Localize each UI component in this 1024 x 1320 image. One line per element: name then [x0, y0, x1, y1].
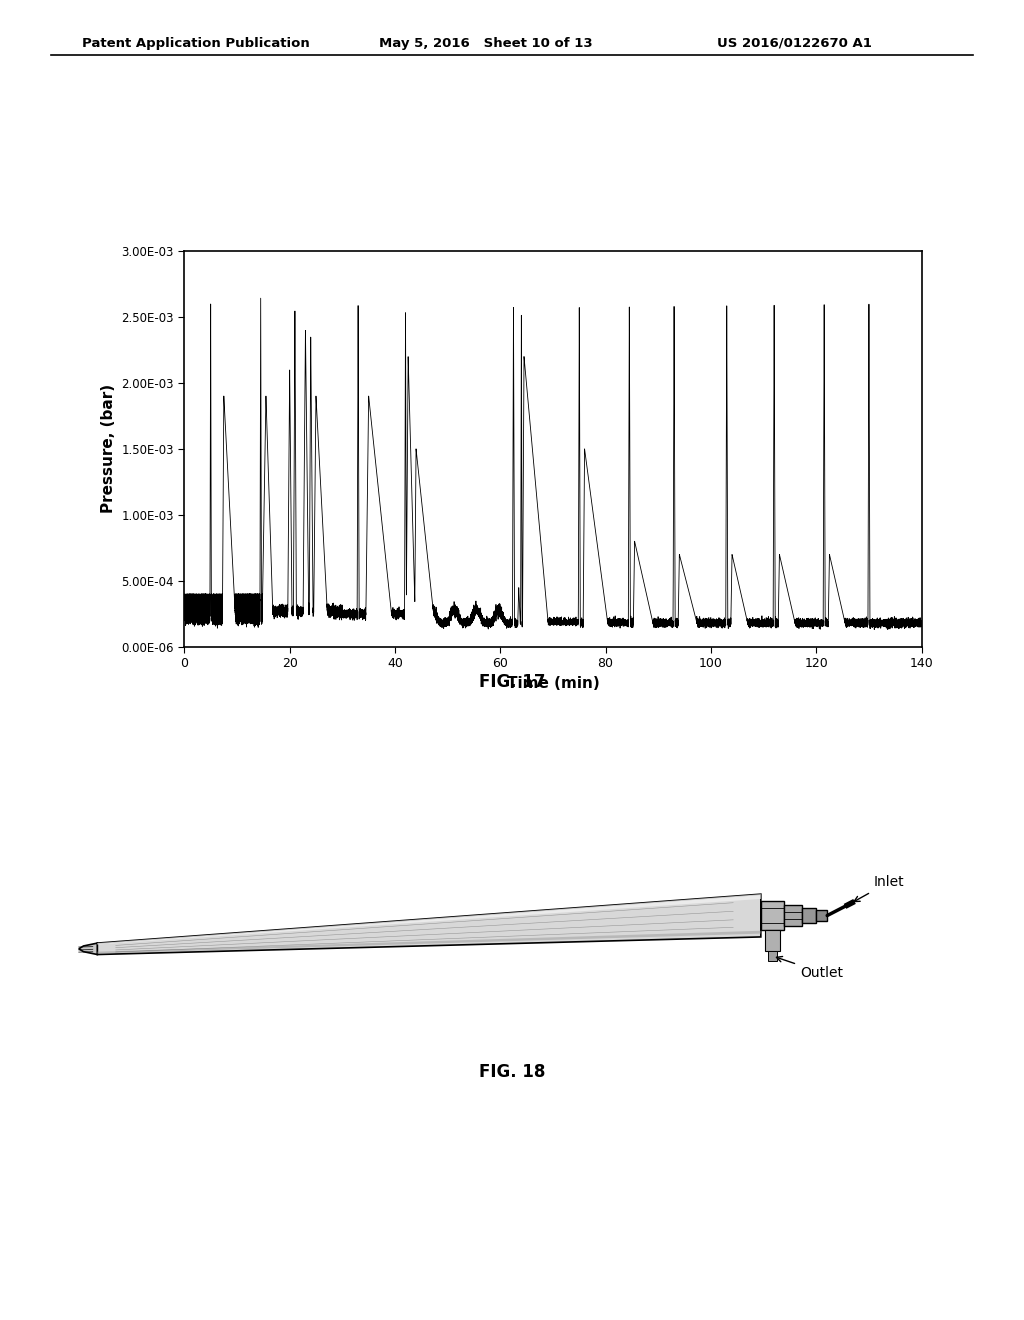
Text: Patent Application Publication: Patent Application Publication	[82, 37, 309, 50]
Bar	[803, 908, 816, 923]
Polygon shape	[97, 894, 761, 954]
Bar	[768, 952, 777, 961]
Polygon shape	[97, 931, 761, 953]
Text: Inlet: Inlet	[854, 875, 904, 902]
Text: FIG. 18: FIG. 18	[479, 1063, 545, 1081]
X-axis label: Time (min): Time (min)	[507, 676, 599, 690]
Text: FIG. 17: FIG. 17	[479, 673, 545, 692]
Bar	[765, 929, 779, 952]
Bar	[784, 906, 803, 927]
Text: US 2016/0122670 A1: US 2016/0122670 A1	[717, 37, 871, 50]
Y-axis label: Pressure, (bar): Pressure, (bar)	[100, 384, 116, 513]
Bar	[761, 902, 784, 929]
Polygon shape	[97, 894, 761, 945]
Polygon shape	[79, 942, 97, 954]
Bar	[816, 909, 827, 921]
Text: Outlet: Outlet	[776, 957, 843, 979]
Text: May 5, 2016   Sheet 10 of 13: May 5, 2016 Sheet 10 of 13	[379, 37, 593, 50]
